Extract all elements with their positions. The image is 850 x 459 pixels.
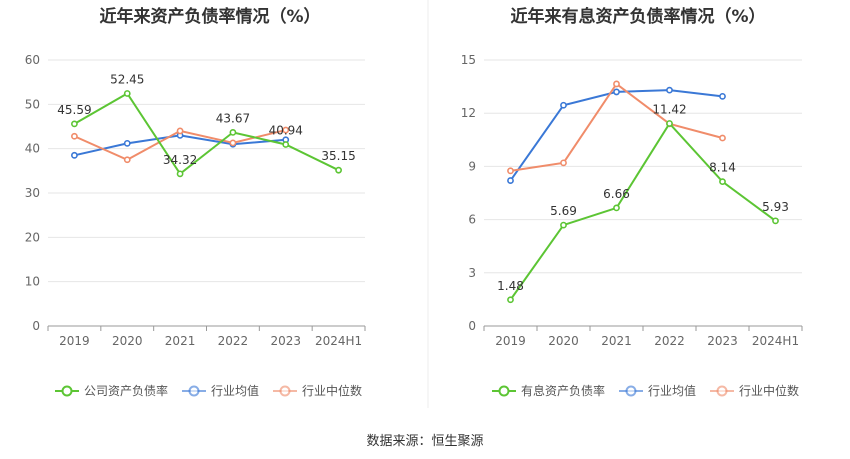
legend-label: 公司资产负债率 [84,383,168,398]
data-point [507,167,514,175]
y-tick-label: 0 [32,319,40,333]
data-point [123,139,131,147]
data-point [613,88,620,96]
data-point [507,177,514,184]
data-label: 6.66 [603,187,630,201]
data-point [772,217,779,225]
data-label: 45.59 [57,103,91,117]
data-label: 5.69 [550,204,577,218]
data-point [229,139,237,147]
data-point [507,296,514,304]
data-label: 52.45 [110,72,144,86]
series-line [509,121,777,301]
data-point [71,151,78,159]
y-tick-label: 6 [468,213,476,227]
legend-label: 行业中位数 [302,383,362,398]
data-point [282,141,290,148]
legend-label: 有息资产负债率 [521,383,605,398]
data-label: 40.94 [269,123,303,137]
data-point [229,128,237,136]
y-tick-label: 15 [461,53,476,67]
chart-title-right: 近年来有息资产负债率情况（%） [510,7,766,27]
y-tick-label: 50 [25,97,40,111]
x-tick-label: 2024H1 [315,334,362,348]
x-tick-label: 2023 [707,334,738,348]
data-label: 1.48 [497,279,524,293]
data-point [123,156,131,164]
data-point [560,159,567,167]
series-line [510,82,723,172]
legend-label: 行业中位数 [739,383,799,398]
y-tick-label: 30 [25,186,40,200]
x-tick-label: 2019 [495,334,526,348]
data-label: 34.32 [163,153,197,167]
data-point [282,126,290,134]
data-label: 43.67 [216,111,250,125]
x-tick-label: 2023 [270,334,301,348]
data-source: 数据来源：恒生聚源 [366,434,484,449]
x-tick-label: 2020 [112,334,143,348]
y-tick-label: 20 [25,230,40,244]
legend-swatch-marker [498,385,510,397]
y-tick-label: 40 [25,142,40,156]
x-tick-label: 2021 [165,334,196,348]
legend-swatch-marker [61,385,73,397]
legend-swatch-marker [625,385,637,397]
x-tick-label: 2019 [59,334,90,348]
legend-label: 行业均值 [648,383,696,398]
data-point [719,178,726,186]
series-line [73,92,340,176]
data-label: 8.14 [709,161,736,175]
legend-swatch-marker [279,385,291,397]
y-tick-label: 10 [25,275,40,289]
x-tick-label: 2022 [218,334,249,348]
data-label: 5.93 [762,200,789,214]
x-tick-label: 2022 [654,334,685,348]
data-point [613,80,620,88]
y-tick-label: 3 [468,266,476,280]
y-tick-label: 0 [468,319,476,333]
data-point [176,127,184,135]
chart-left: 0 10 20 30 40 50 60 2019 2020 2021 2022 2023 2024H1 4… [25,53,366,398]
data-point [719,92,726,100]
data-point [71,120,78,128]
data-point [176,170,184,178]
data-point [613,204,620,212]
data-point [666,86,673,94]
data-point [560,101,567,109]
legend-label: 行业均值 [211,383,259,398]
y-tick-label: 60 [25,53,40,67]
data-label: 35.15 [321,149,355,163]
data-point [719,134,726,142]
data-point [335,166,342,174]
legend-swatch-marker [716,385,728,397]
chart-title-left: 近年来资产负债率情况（%） [99,7,321,27]
x-tick-label: 2024H1 [752,334,799,348]
data-point [123,90,131,97]
y-tick-label: 12 [461,106,476,120]
x-tick-label: 2021 [601,334,632,348]
data-label: 11.42 [652,102,686,116]
data-point [666,120,673,127]
data-point [71,132,78,140]
x-tick-label: 2020 [548,334,579,348]
chart-right: 0 3 6 9 12 15 2019 2020 2021 2022 2023 2024H1 1.48 5.… [461,53,803,398]
data-point [560,221,567,229]
legend-swatch-marker [188,385,200,397]
y-tick-label: 9 [468,159,476,173]
